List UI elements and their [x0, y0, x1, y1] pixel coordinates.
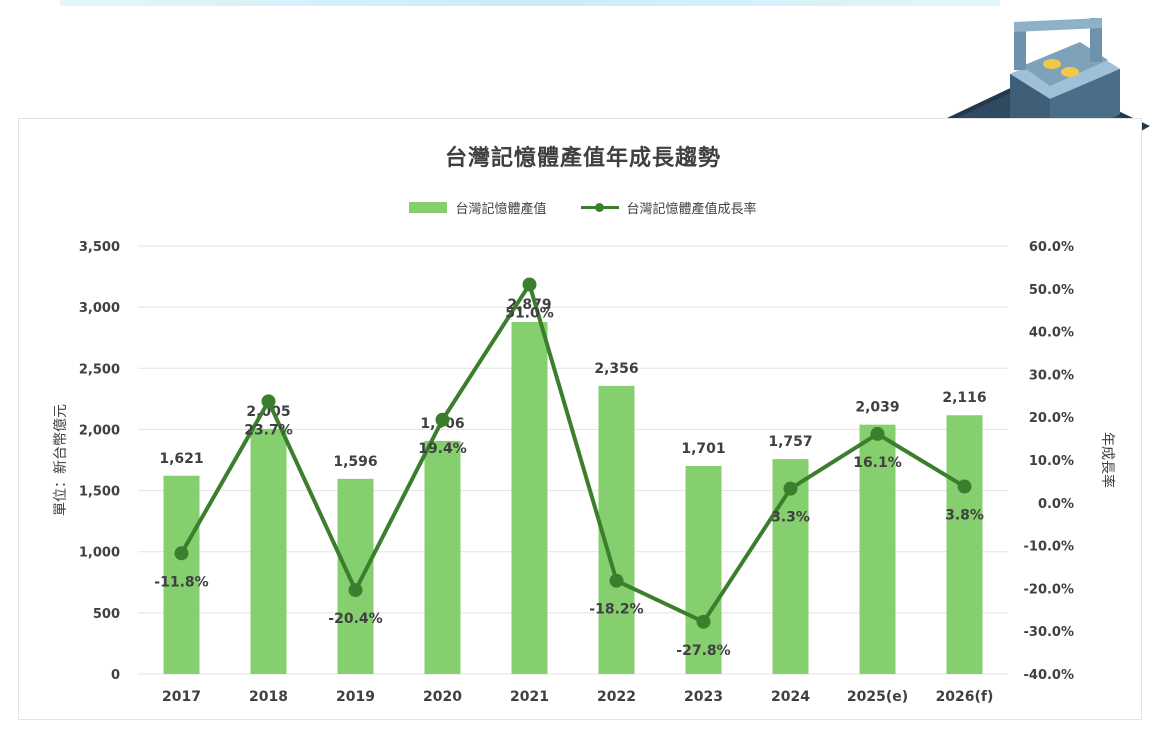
y2-tick-label: 60.0% — [1029, 240, 1074, 255]
growth-rate-label: 3.3% — [771, 510, 810, 526]
y2-tick-label: 0.0% — [1038, 497, 1074, 512]
growth-rate-point — [957, 479, 972, 494]
growth-rate-point — [696, 614, 711, 629]
bar — [163, 475, 200, 674]
bar-value-label: 2,356 — [594, 361, 638, 377]
bar — [685, 465, 722, 674]
growth-rate-point — [522, 277, 537, 292]
x-tick-label: 2026(f) — [936, 689, 994, 705]
growth-rate-point — [609, 573, 624, 588]
y-tick-label: 3,500 — [79, 240, 120, 255]
bar-value-label: 2,039 — [855, 400, 899, 416]
bar — [598, 385, 635, 674]
bar — [250, 428, 287, 674]
y2-tick-label: -40.0% — [1024, 668, 1075, 683]
growth-rate-label: 23.7% — [244, 422, 293, 438]
bar — [859, 424, 896, 674]
y-tick-label: 2,500 — [79, 362, 120, 377]
top-decorative-strip — [60, 0, 1000, 6]
y-tick-label: 0 — [111, 668, 120, 683]
growth-rate-point — [783, 481, 798, 496]
x-tick-label: 2018 — [249, 689, 288, 705]
growth-rate-label: 3.8% — [945, 508, 984, 524]
bar-value-label: 2,005 — [246, 404, 290, 420]
bar-value-label: 1,701 — [681, 441, 725, 457]
y2-axis-label: 年成長率 — [1099, 432, 1116, 488]
growth-rate-point — [261, 394, 276, 409]
y-tick-label: 2,000 — [79, 423, 120, 438]
legend-item-bars: 台灣記憶體產值 — [409, 198, 547, 217]
growth-rate-label: -20.4% — [328, 611, 382, 627]
growth-rate-line — [179, 282, 966, 624]
y-axis-label: 單位：新台幣億元 — [53, 404, 69, 516]
x-tick-label: 2020 — [423, 689, 462, 705]
y2-tick-label: 50.0% — [1029, 283, 1074, 298]
chart-title: 台灣記憶體產值年成長趨勢 — [444, 146, 721, 171]
legend-line-swatch — [580, 202, 619, 213]
x-tick-label: 2023 — [684, 689, 723, 705]
x-tick-label: 2017 — [162, 689, 201, 705]
y-tick-label: 1,000 — [79, 546, 120, 561]
legend-item-line: 台灣記憶體產值成長率 — [580, 198, 757, 217]
y2-tick-label: 40.0% — [1029, 326, 1074, 341]
bar — [511, 321, 548, 674]
y2-tick-label: 30.0% — [1029, 368, 1074, 383]
growth-rate-label: 16.1% — [853, 455, 902, 471]
y2-tick-label: -10.0% — [1024, 540, 1075, 555]
growth-rate-point — [174, 546, 189, 561]
growth-rate-label: -27.8% — [676, 643, 730, 659]
x-tick-label: 2019 — [336, 689, 375, 705]
growth-rate-label: -18.2% — [589, 602, 643, 618]
bar-value-label: 1,621 — [159, 451, 203, 467]
growth-rate-point — [348, 583, 363, 598]
growth-rate-point — [435, 412, 450, 427]
growth-rate-label: -11.8% — [154, 574, 208, 590]
y2-tick-label: 10.0% — [1029, 454, 1074, 469]
bar-value-label: 1,757 — [768, 434, 812, 450]
bar-value-label: 2,116 — [942, 390, 986, 406]
legend-label-line: 台灣記憶體產值成長率 — [626, 202, 757, 217]
y-tick-label: 500 — [93, 607, 120, 622]
legend-label-bars: 台灣記憶體產值 — [455, 202, 547, 217]
x-tick-label: 2022 — [597, 689, 636, 705]
bar — [424, 440, 461, 674]
y-tick-label: 3,000 — [79, 301, 120, 316]
y2-tick-label: 20.0% — [1029, 411, 1074, 426]
y-tick-label: 1,500 — [79, 485, 120, 500]
bar — [946, 415, 983, 674]
bar — [337, 478, 374, 674]
growth-rate-label: 51.0% — [505, 306, 554, 322]
chart-legend: 台灣記憶體產值 台灣記憶體產值成長率 — [0, 198, 1166, 217]
bar-value-label: 1,596 — [333, 454, 377, 470]
growth-rate-point — [870, 426, 885, 441]
legend-bar-swatch — [409, 202, 448, 213]
x-tick-label: 2024 — [771, 689, 810, 705]
growth-rate-label: 19.4% — [418, 441, 467, 457]
x-tick-label: 2021 — [510, 689, 549, 705]
y2-tick-label: -20.0% — [1024, 582, 1075, 597]
memory-chip-illustration: 3 — [930, 18, 1150, 189]
y2-tick-label: -30.0% — [1024, 625, 1075, 640]
x-tick-label: 2025(e) — [847, 689, 908, 705]
